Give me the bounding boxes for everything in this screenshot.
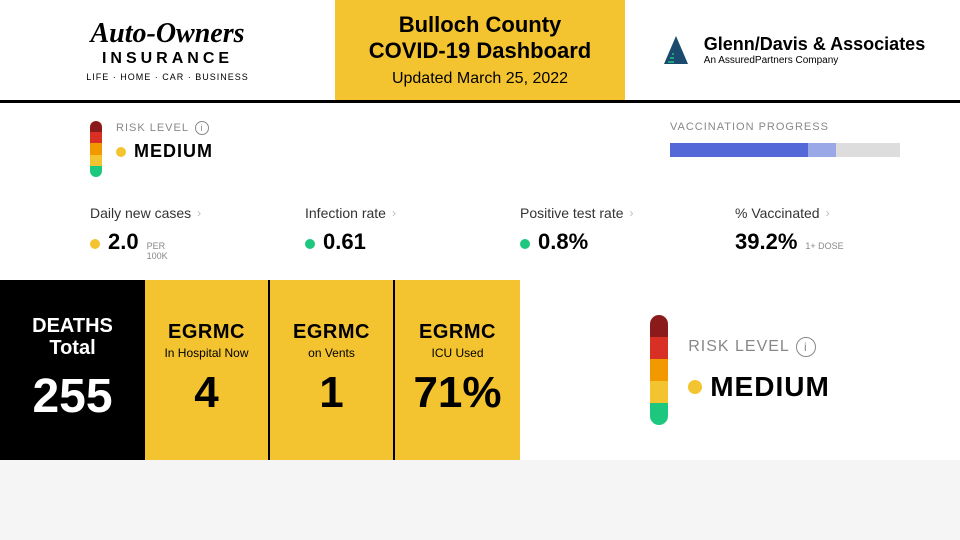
vaccination-title: VACCINATION PROGRESS bbox=[670, 121, 900, 133]
risk-bar-large-icon bbox=[650, 315, 668, 425]
sponsor-left-tag: LIFE · HOME · CAR · BUSINESS bbox=[86, 72, 249, 82]
metric-value: 0.8% bbox=[538, 229, 588, 255]
egrmc-value: 71% bbox=[413, 368, 501, 418]
metric: % Vaccinated › 39.2% 1+ DOSE bbox=[735, 205, 900, 262]
risk-value: MEDIUM bbox=[134, 141, 213, 162]
metric-label: Infection rate › bbox=[305, 205, 470, 221]
deaths-label: DEATHS Total bbox=[32, 315, 113, 359]
deaths-block: DEATHS Total 255 bbox=[0, 280, 145, 460]
risk-dot bbox=[116, 147, 126, 157]
vaccination-fill-secondary bbox=[808, 143, 836, 157]
dashboard-title: Bulloch County COVID-19 Dashboard bbox=[369, 12, 592, 65]
egrmc-value: 1 bbox=[319, 368, 343, 418]
vaccination-bar bbox=[670, 143, 900, 157]
chevron-right-icon: › bbox=[826, 206, 830, 220]
deaths-value: 255 bbox=[32, 369, 112, 424]
metric-value: 39.2% bbox=[735, 229, 797, 255]
info-icon[interactable]: i bbox=[796, 337, 816, 357]
egrmc-value: 4 bbox=[194, 368, 218, 418]
sponsor-right-logo bbox=[660, 32, 696, 68]
metrics-row: Daily new cases › 2.0 PER100K Infection ra… bbox=[90, 205, 900, 262]
header: Auto-Owners INSURANCE LIFE · HOME · CAR … bbox=[0, 0, 960, 100]
risk-value-large: MEDIUM bbox=[710, 371, 830, 403]
chevron-right-icon: › bbox=[630, 206, 634, 220]
bottom-right: RISK LEVEL i MEDIUM bbox=[520, 280, 960, 460]
egrmc-sub: In Hospital Now bbox=[164, 346, 248, 360]
egrmc-row: EGRMC In Hospital Now 4EGRMC on Vents 1E… bbox=[145, 280, 520, 460]
metric-label: % Vaccinated › bbox=[735, 205, 900, 221]
egrmc-title: EGRMC bbox=[419, 321, 496, 344]
risk-bar-icon bbox=[90, 121, 102, 177]
egrmc-sub: ICU Used bbox=[431, 346, 483, 360]
metric-value: 0.61 bbox=[323, 229, 366, 255]
sponsor-left: Auto-Owners INSURANCE LIFE · HOME · CAR … bbox=[0, 0, 335, 100]
sponsor-right-sub: An AssuredPartners Company bbox=[704, 55, 925, 66]
metric-label: Daily new cases › bbox=[90, 205, 255, 221]
egrmc-title: EGRMC bbox=[168, 321, 245, 344]
sponsor-left-name: Auto-Owners bbox=[90, 18, 244, 50]
egrmc-block: EGRMC on Vents 1 bbox=[270, 280, 395, 460]
vaccination-block: VACCINATION PROGRESS bbox=[670, 121, 900, 157]
risk-block-small: RISK LEVEL i MEDIUM bbox=[90, 121, 213, 177]
metric: Positive test rate › 0.8% bbox=[520, 205, 685, 262]
metric-label: Positive test rate › bbox=[520, 205, 685, 221]
chevron-right-icon: › bbox=[197, 206, 201, 220]
egrmc-title: EGRMC bbox=[293, 321, 370, 344]
egrmc-block: EGRMC In Hospital Now 4 bbox=[145, 280, 270, 460]
egrmc-sub: on Vents bbox=[308, 346, 355, 360]
egrmc-block: EGRMC ICU Used 71% bbox=[395, 280, 520, 460]
sponsor-right-name: Glenn/Davis & Associates bbox=[704, 34, 925, 55]
risk-title-large: RISK LEVEL i bbox=[688, 337, 830, 357]
metric-value: 2.0 bbox=[108, 229, 139, 255]
metric: Daily new cases › 2.0 PER100K bbox=[90, 205, 255, 262]
mid-section: RISK LEVEL i MEDIUM VACCINATION PROGRESS… bbox=[0, 103, 960, 280]
info-icon[interactable]: i bbox=[195, 121, 209, 135]
risk-title: RISK LEVEL i bbox=[116, 121, 213, 135]
metric-suffix: 1+ DOSE bbox=[805, 242, 843, 252]
header-title-block: Bulloch County COVID-19 Dashboard Update… bbox=[335, 0, 625, 100]
metric-dot bbox=[305, 239, 315, 249]
metric-dot bbox=[520, 239, 530, 249]
metric: Infection rate › 0.61 bbox=[305, 205, 470, 262]
bottom-section: DEATHS Total 255 EGRMC In Hospital Now 4… bbox=[0, 280, 960, 460]
dashboard-subtitle: Updated March 25, 2022 bbox=[392, 70, 568, 88]
chevron-right-icon: › bbox=[392, 206, 396, 220]
sponsor-left-sub: INSURANCE bbox=[102, 50, 233, 68]
metric-dot bbox=[90, 239, 100, 249]
risk-dot-large bbox=[688, 380, 702, 394]
vaccination-fill-primary bbox=[670, 143, 808, 157]
sponsor-right: Glenn/Davis & Associates An AssuredPartn… bbox=[625, 0, 960, 100]
metric-suffix: PER100K bbox=[147, 242, 168, 262]
risk-block-large: RISK LEVEL i MEDIUM bbox=[650, 315, 830, 425]
